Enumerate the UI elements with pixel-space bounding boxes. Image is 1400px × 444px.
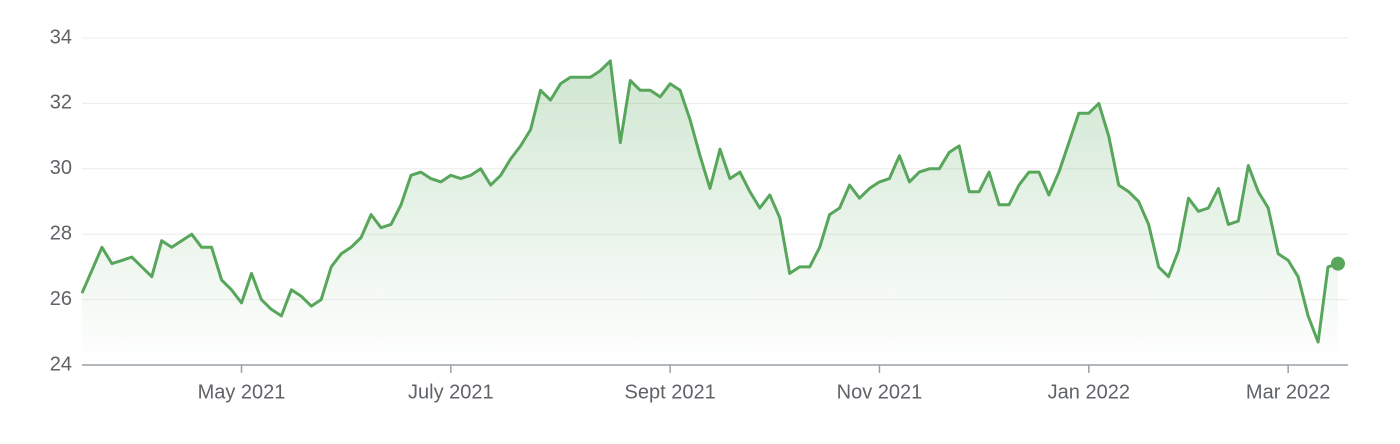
y-tick-label: 26 — [50, 288, 72, 310]
x-tick-label: Jan 2022 — [1048, 381, 1130, 403]
y-tick-label: 24 — [50, 353, 72, 375]
y-tick-label: 34 — [50, 26, 72, 48]
x-tick-label: Sept 2021 — [625, 381, 716, 403]
y-tick-label: 28 — [50, 222, 72, 244]
x-tick-label: July 2021 — [408, 381, 494, 403]
last-point — [1331, 256, 1345, 271]
x-tick-label: Mar 2022 — [1246, 381, 1331, 403]
x-tick-label: Nov 2021 — [837, 381, 923, 403]
x-tick-label: May 2021 — [198, 381, 286, 403]
y-tick-label: 32 — [50, 92, 72, 114]
price-line — [80, 59, 1339, 344]
y-tick-label: 30 — [50, 157, 72, 179]
area — [82, 60, 1338, 366]
